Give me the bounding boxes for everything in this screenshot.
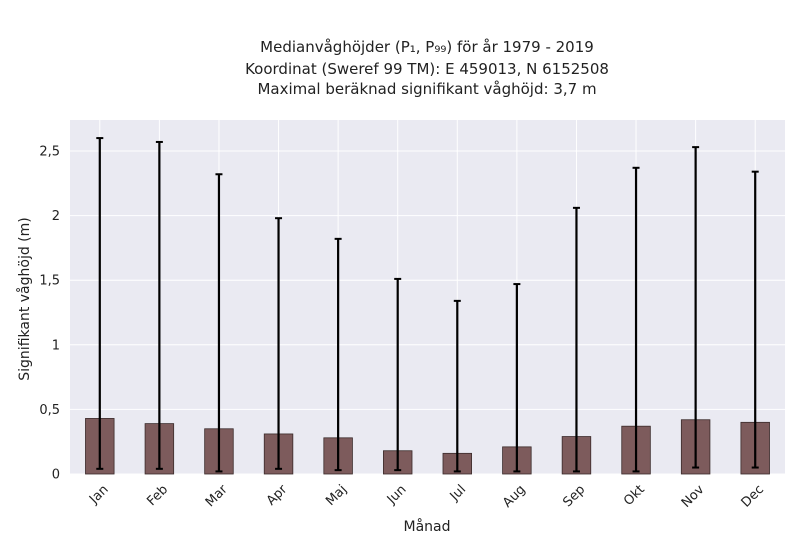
- y-tick-label: 0: [52, 468, 60, 483]
- x-tick-label: Jan: [86, 482, 111, 507]
- error-bars: [96, 137, 759, 473]
- y-tick-label: 1,5: [39, 274, 60, 289]
- x-axis-ticks: Jan Feb Mar Apr Maj Jun Jul Aug Sep Okt Nov Dec: [86, 482, 767, 511]
- x-tick-label: Maj: [323, 482, 350, 509]
- chart-title: Medianvåghöjder (P₁, P₉₉) för år 1979 - …: [245, 38, 609, 98]
- chart-title-line-2: Koordinat (Sweref 99 TM): E 459013, N 61…: [245, 60, 609, 78]
- chart-title-line-1: Medianvåghöjder (P₁, P₉₉) för år 1979 - …: [260, 38, 594, 56]
- chart-title-line-3: Maximal beräknad signifikant våghöjd: 3,…: [257, 80, 596, 98]
- x-tick-label: Dec: [739, 482, 767, 510]
- x-axis-label: Månad: [404, 518, 451, 535]
- plot-area: [70, 120, 785, 474]
- x-tick-label: Jul: [447, 482, 469, 504]
- x-tick-label: Nov: [679, 482, 708, 511]
- y-axis-ticks: 0 0,5 1 1,5 2 2,5: [39, 145, 60, 483]
- x-tick-label: Mar: [203, 482, 231, 510]
- x-tick-label: Jun: [384, 482, 410, 508]
- y-tick-label: 1: [52, 338, 60, 353]
- x-tick-label: Apr: [264, 482, 291, 509]
- x-tick-label: Feb: [144, 482, 171, 509]
- y-tick-label: 2,5: [39, 145, 60, 160]
- x-tick-label: Sep: [560, 482, 588, 510]
- y-tick-label: 2: [52, 209, 60, 224]
- x-tick-label: Okt: [621, 482, 648, 509]
- y-axis-label: Signifikant våghöjd (m): [16, 217, 33, 380]
- x-tick-label: Aug: [500, 482, 529, 511]
- y-tick-label: 0,5: [39, 403, 60, 418]
